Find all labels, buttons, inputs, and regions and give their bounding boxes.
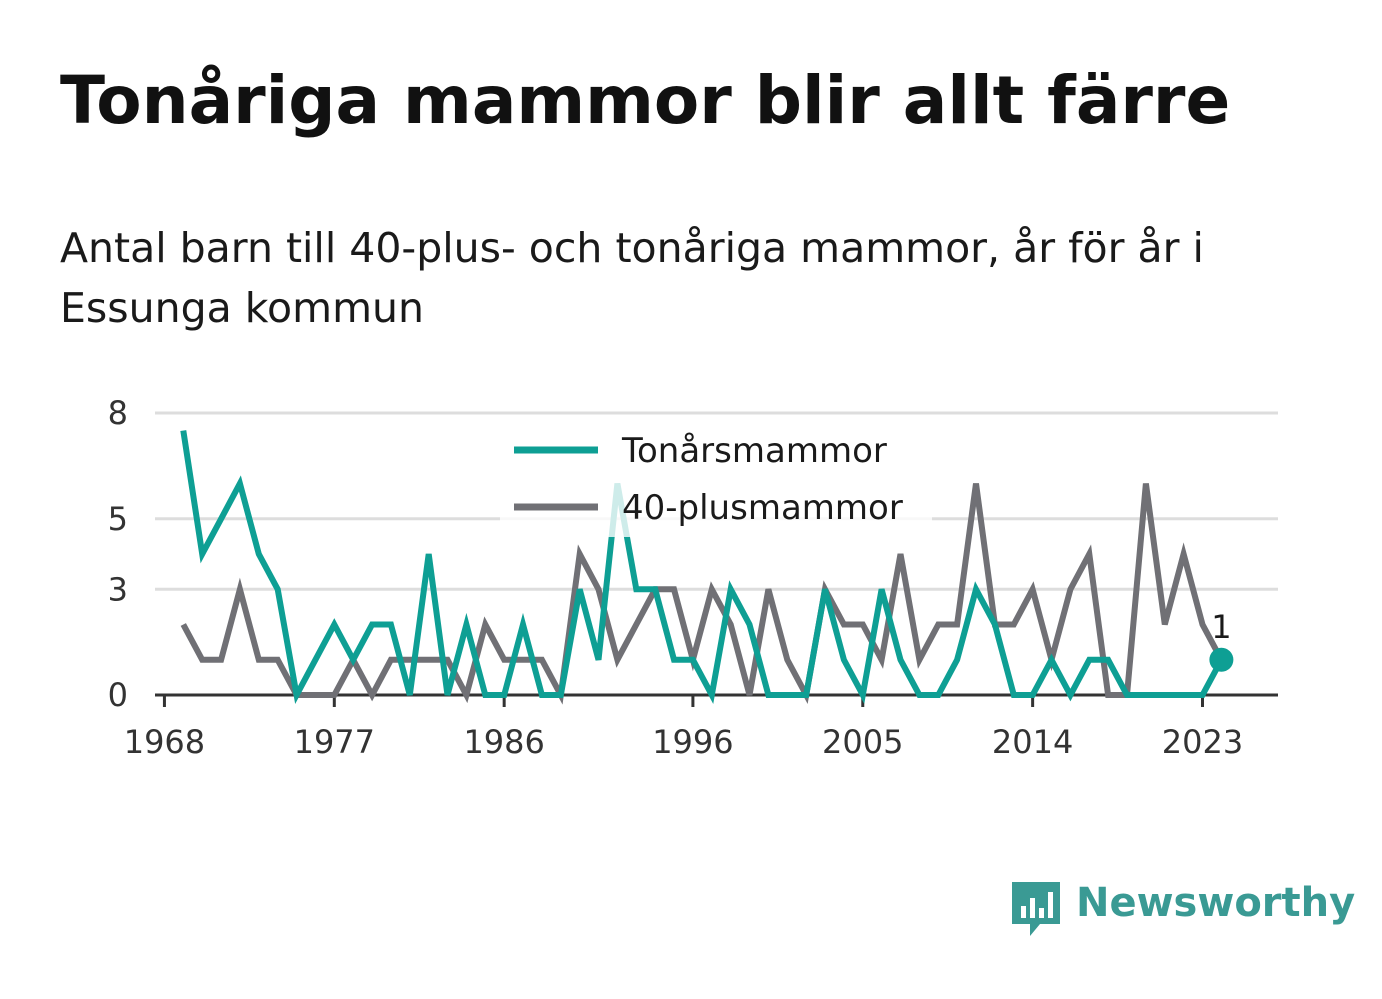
x-tick-label: 1986 [463,723,544,761]
legend: Tonårsmammor 40-plusmammor [500,425,932,537]
y-tick-label: 3 [108,570,128,608]
brand-logo: Newsworthy [1010,878,1355,942]
x-tick-label: 2023 [1162,723,1243,761]
x-axis: 1968 1977 1986 1996 2005 2014 2023 [124,693,1278,761]
annotations: 1 [1209,608,1234,672]
series-lines [180,430,1225,705]
legend-label: 40-plusmammor [622,488,903,528]
newsworthy-logo-icon [1012,882,1060,936]
chart-subtitle: Antal barn till 40-plus- och tonåriga ma… [60,224,1204,332]
x-tick-label: 2014 [992,723,1073,761]
legend-background [500,425,932,537]
y-tick-label: 0 [108,676,128,714]
x-tick-label: 1996 [652,723,733,761]
x-tick-label: 2005 [822,723,903,761]
legend-label: Tonårsmammor [621,431,887,471]
series-line-teen [180,430,1225,705]
last-value-marker [1209,647,1234,672]
x-tick-label: 1968 [124,723,205,761]
chart-title: Tonåriga mammor blir allt färre [60,62,1231,139]
y-tick-label: 8 [108,394,128,432]
brand-name: Newsworthy [1076,880,1356,926]
x-tick-label: 1977 [294,723,375,761]
series-line-forty-plus [180,483,1225,705]
last-value-label: 1 [1211,608,1231,646]
y-tick-label: 5 [108,500,128,538]
